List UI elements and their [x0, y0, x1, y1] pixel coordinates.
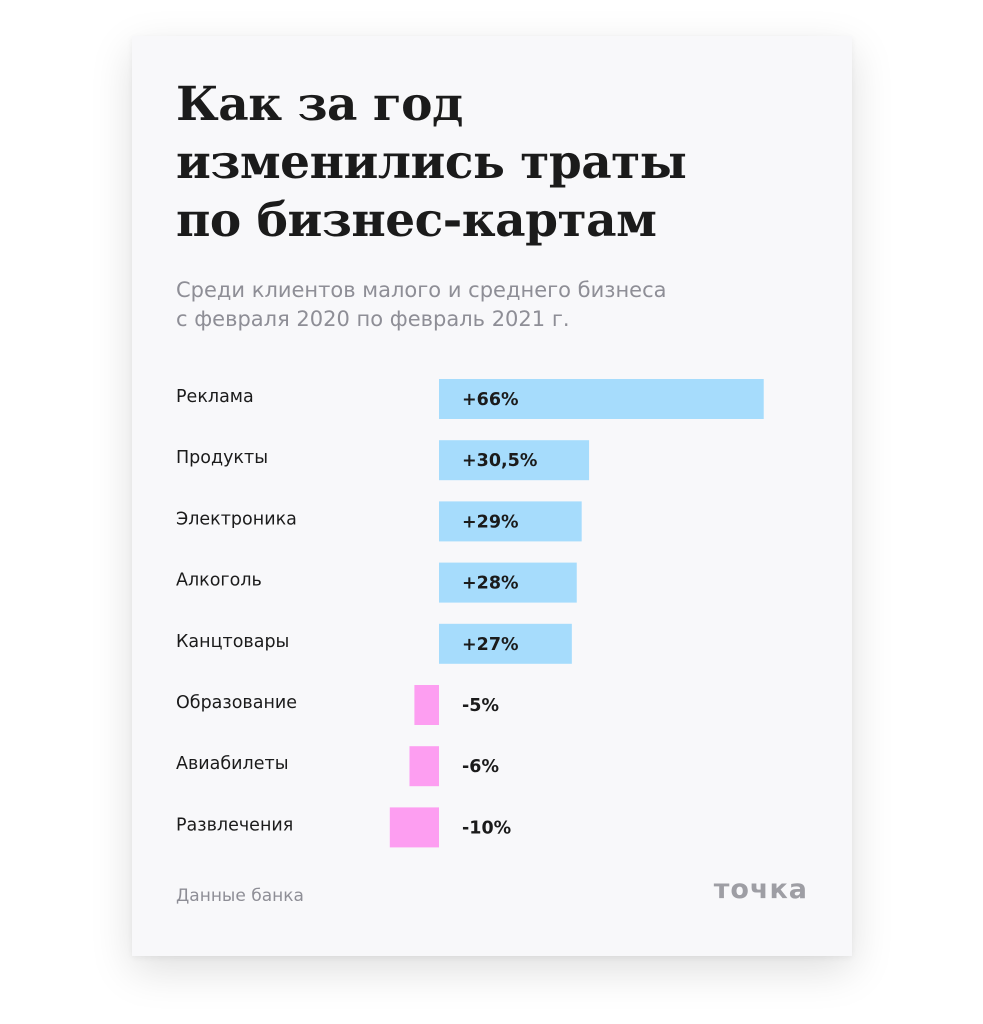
source-note: Данные банка: [176, 886, 304, 906]
chart-subtitle: Среди клиентов малого и среднего бизнеса…: [176, 278, 667, 331]
value-label: +29%: [462, 512, 519, 532]
value-label: -5%: [462, 696, 499, 716]
category-label: Электроника: [176, 509, 297, 529]
category-label: Образование: [176, 693, 297, 713]
value-label: +30,5%: [462, 451, 537, 471]
bar-4: [439, 562, 577, 603]
bar-2: [439, 440, 590, 481]
category-label: Реклама: [176, 387, 254, 407]
bar-5: [439, 623, 572, 664]
brand-logo: точка: [713, 874, 808, 905]
chart-card: Как за год изменились траты по бизнес-ка…: [132, 36, 852, 956]
value-label: +66%: [462, 390, 519, 410]
chart-title: Как за год изменились траты по бизнес-ка…: [176, 77, 687, 248]
value-label: -6%: [462, 757, 499, 777]
category-label: Канцтовары: [176, 632, 289, 652]
value-label: +28%: [462, 574, 519, 594]
value-label: -10%: [462, 818, 511, 838]
bar-8: [389, 807, 439, 848]
category-label: Алкоголь: [176, 571, 262, 591]
bar-7: [409, 746, 439, 787]
value-label: +27%: [462, 635, 519, 655]
bar-1: [439, 379, 764, 419]
bar-6: [414, 685, 439, 725]
bar-3: [439, 501, 582, 542]
category-label: Авиабилеты: [176, 754, 289, 774]
bar-chart: Реклама +66% Продукты +30,5% Электроника +29%…: [176, 379, 764, 848]
category-label: Продукты: [176, 448, 268, 468]
category-label: Развлечения: [176, 815, 293, 835]
